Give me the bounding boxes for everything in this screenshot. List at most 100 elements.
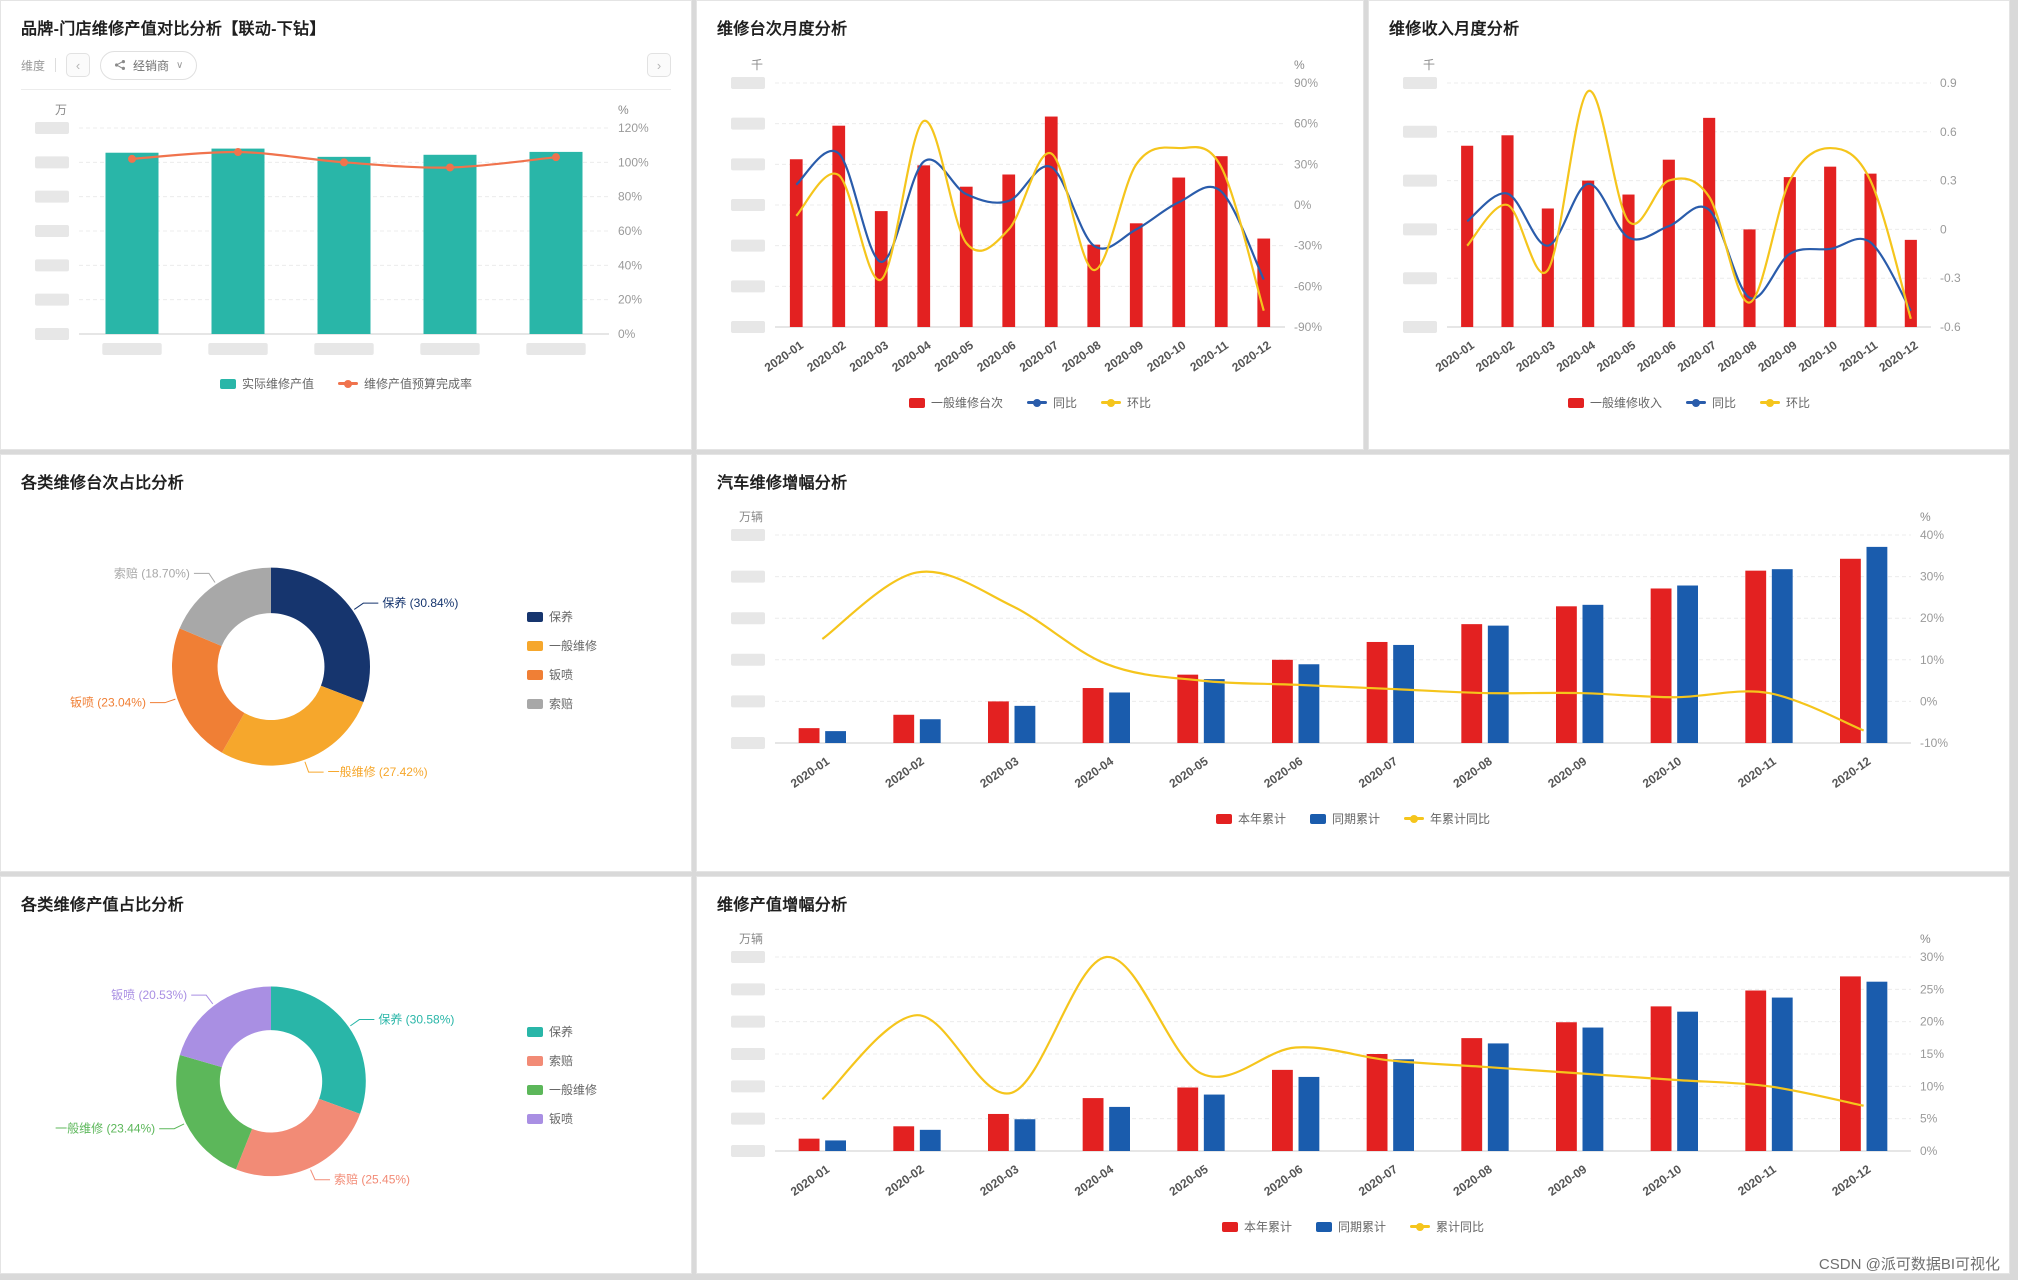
svg-text:2020-08: 2020-08 — [1451, 754, 1495, 791]
legend-label: 索赔 — [549, 1054, 574, 1068]
svg-text:30%: 30% — [1920, 950, 1944, 964]
svg-text:2020-04: 2020-04 — [1072, 754, 1116, 791]
expand-right-button[interactable]: › — [647, 53, 671, 77]
legend-item[interactable]: 保养 — [527, 608, 597, 625]
legend-item[interactable]: 环比 — [1760, 394, 1810, 411]
legend-bar-swatch — [219, 378, 236, 389]
legend-item[interactable]: 年累计同比 — [1404, 810, 1490, 827]
svg-text:2020-04: 2020-04 — [1072, 1162, 1116, 1199]
svg-text:%: % — [1920, 510, 1931, 524]
legend-item[interactable]: 索赔 — [527, 695, 597, 712]
legend-item[interactable]: 环比 — [1101, 394, 1151, 411]
svg-text:25%: 25% — [1920, 982, 1944, 996]
legend-count-share: 保养一般维修钣喷索赔 — [527, 608, 597, 712]
svg-text:120%: 120% — [618, 121, 649, 135]
svg-text:-90%: -90% — [1294, 320, 1322, 334]
svg-text:0%: 0% — [1920, 694, 1938, 708]
svg-text:2020-01: 2020-01 — [788, 754, 832, 791]
svg-text:2020-11: 2020-11 — [1735, 754, 1779, 791]
svg-text:0: 0 — [1940, 222, 1947, 236]
svg-text:20%: 20% — [618, 293, 642, 307]
legend-item[interactable]: 实际维修产值 — [219, 375, 314, 392]
svg-text:万: 万 — [55, 103, 67, 117]
svg-text:2020-02: 2020-02 — [883, 1162, 927, 1199]
toolbar-rule — [21, 89, 671, 90]
legend-label: 环比 — [1127, 396, 1152, 410]
output-value-growth-chart[interactable]: 30% 25% 20% 15% 10% 5% 0% 万辆 % 2020-01 2020-02 2020… — [717, 923, 1967, 1209]
legend-label: 钣喷 — [549, 668, 574, 682]
svg-text:2020-06: 2020-06 — [1261, 754, 1305, 791]
svg-text:保养 (30.84%): 保养 (30.84%) — [382, 595, 458, 610]
svg-text:2020-07: 2020-07 — [1675, 338, 1719, 375]
legend-label: 环比 — [1786, 396, 1811, 410]
legend-item[interactable]: 本年累计 — [1215, 810, 1286, 827]
svg-text:2020-09: 2020-09 — [1755, 338, 1799, 375]
svg-text:保养 (30.58%): 保养 (30.58%) — [378, 1012, 454, 1027]
panel-vehicle-repair-growth: 汽车维修增幅分析 40% 30% 20% 10% 0% -10% 万辆% 2020-01 202… — [696, 454, 2010, 872]
svg-text:2020-02: 2020-02 — [883, 754, 927, 791]
svg-text:2020-11: 2020-11 — [1735, 1162, 1779, 1199]
svg-text:40%: 40% — [1920, 528, 1944, 542]
svg-text:2020-02: 2020-02 — [1473, 338, 1517, 375]
legend-item[interactable]: 同比 — [1026, 394, 1077, 411]
svg-text:2020-09: 2020-09 — [1102, 338, 1146, 375]
svg-text:2020-11: 2020-11 — [1187, 338, 1231, 375]
legend-repair-income: 一般维修收入 同比 环比 — [1389, 394, 1989, 411]
legend-label: 一般维修收入 — [1589, 396, 1662, 410]
panel-repair-count-share: 各类维修台次占比分析 保养 (30.84%) 一般维修 (27.42%) 钣喷 (2… — [0, 454, 692, 872]
legend-line-swatch — [1685, 398, 1706, 407]
legend-item[interactable]: 一般维修收入 — [1567, 394, 1662, 411]
legend-vehicle-growth: 本年累计 同期累计 年累计同比 — [717, 810, 1989, 827]
vehicle-repair-growth-chart[interactable]: 40% 30% 20% 10% 0% -10% 万辆 % 2020-01 2020-02 2020-… — [717, 501, 1967, 801]
legend-label: 一般维修台次 — [930, 396, 1003, 410]
legend-item[interactable]: 钣喷 — [527, 1110, 597, 1127]
svg-text:-60%: -60% — [1294, 279, 1322, 293]
svg-text:2020-03: 2020-03 — [1513, 338, 1557, 375]
legend-bar-swatch — [527, 1113, 543, 1124]
legend-label: 保养 — [549, 610, 574, 624]
panel-title: 汽车维修增幅分析 — [717, 475, 848, 492]
legend-item[interactable]: 累计同比 — [1410, 1218, 1484, 1235]
panel-output-value-growth: 维修产值增幅分析 30% 25% 20% 15% 10% 5% 0% 万辆% 2020-01 20… — [696, 876, 2010, 1274]
repair-count-share-donut[interactable]: 保养 (30.84%) 一般维修 (27.42%) 钣喷 (23.04%) 索赔 (1… — [21, 495, 521, 825]
legend-label: 同期累计 — [1331, 812, 1380, 826]
repair-count-monthly-chart[interactable]: 90%60%30%0%-30%-60%-90%千 %2020-012020-022… — [717, 49, 1341, 385]
svg-text:20%: 20% — [1920, 611, 1944, 625]
legend-item[interactable]: 一般维修 — [527, 1081, 597, 1098]
legend-item[interactable]: 同期累计 — [1309, 810, 1380, 827]
svg-text:2020-01: 2020-01 — [1433, 338, 1477, 375]
svg-text:0%: 0% — [618, 327, 636, 341]
legend-label: 一般维修 — [549, 639, 598, 653]
svg-text:0%: 0% — [1294, 198, 1312, 212]
legend-line-swatch — [1026, 398, 1047, 407]
svg-text:5%: 5% — [1920, 1112, 1938, 1126]
output-value-comparison-chart[interactable]: 120% 100% 80% 60% 40% 20% 0% 万% — [21, 94, 665, 366]
legend-item[interactable]: 保养 — [527, 1023, 597, 1040]
share-icon — [114, 59, 126, 71]
output-value-share-donut[interactable]: 保养 (30.58%) 索赔 (25.45%) 一般维修 (23.44%) 钣喷 (2… — [21, 917, 521, 1233]
svg-text:30%: 30% — [1920, 570, 1944, 584]
filter-toolbar: 维度 ‹ 经销商 ∨ › — [21, 50, 671, 80]
svg-text:0.9: 0.9 — [1940, 76, 1957, 90]
svg-text:万辆: 万辆 — [739, 510, 763, 524]
legend-item[interactable]: 本年累计 — [1221, 1218, 1292, 1235]
panel-title: 各类维修台次占比分析 — [21, 475, 185, 492]
toolbar-divider — [55, 58, 57, 72]
svg-text:2020-05: 2020-05 — [1167, 1162, 1211, 1199]
repair-income-monthly-chart[interactable]: 0.9 0.6 0.3 0 -0.3 -0.6 千 2020-012020-022020-03… — [1389, 49, 1987, 385]
panel-title: 维修收入月度分析 — [1389, 21, 1520, 38]
panel-title: 维修产值增幅分析 — [717, 897, 848, 914]
legend-item[interactable]: 一般维修 — [527, 637, 597, 654]
svg-text:2020-03: 2020-03 — [977, 754, 1021, 791]
svg-text:2020-05: 2020-05 — [1594, 338, 1638, 375]
legend-item[interactable]: 一般维修台次 — [908, 394, 1003, 411]
dealer-filter-dropdown[interactable]: 经销商 ∨ — [100, 50, 198, 80]
svg-text:-0.3: -0.3 — [1940, 271, 1961, 285]
svg-text:10%: 10% — [1920, 1079, 1944, 1093]
legend-item[interactable]: 钣喷 — [527, 666, 597, 683]
legend-item[interactable]: 同比 — [1685, 394, 1736, 411]
collapse-left-button[interactable]: ‹ — [66, 53, 91, 77]
legend-item[interactable]: 索赔 — [527, 1052, 597, 1069]
legend-item[interactable]: 维修产值预算完成率 — [338, 375, 472, 392]
legend-item[interactable]: 同期累计 — [1315, 1218, 1386, 1235]
